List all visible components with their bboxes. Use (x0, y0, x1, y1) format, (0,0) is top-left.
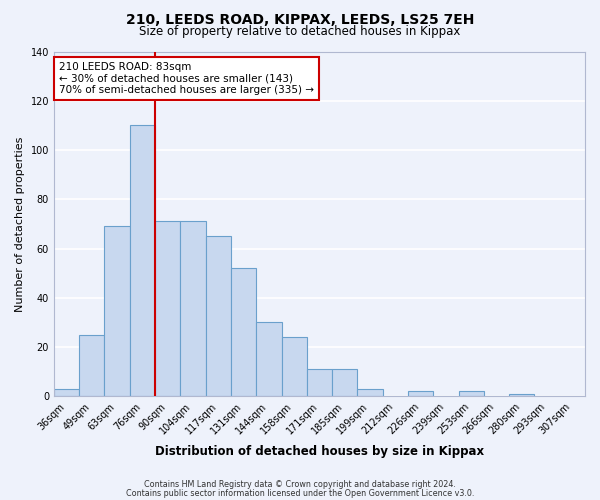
Bar (408, 392, 433, 396)
Bar (79, 335, 104, 396)
Bar (104, 226, 130, 396)
Bar (358, 389, 383, 396)
Text: Size of property relative to detached houses in Kippax: Size of property relative to detached ho… (139, 25, 461, 38)
X-axis label: Distribution of detached houses by size in Kippax: Distribution of detached houses by size … (155, 444, 484, 458)
Bar (307, 370, 332, 396)
Bar (256, 322, 281, 396)
Bar (130, 126, 155, 396)
Text: 210, LEEDS ROAD, KIPPAX, LEEDS, LS25 7EH: 210, LEEDS ROAD, KIPPAX, LEEDS, LS25 7EH (126, 12, 474, 26)
Bar (509, 394, 535, 396)
Text: Contains public sector information licensed under the Open Government Licence v3: Contains public sector information licen… (126, 488, 474, 498)
Bar (231, 268, 256, 396)
Bar (332, 370, 358, 396)
Bar (181, 222, 206, 396)
Bar (458, 392, 484, 396)
Bar (155, 222, 181, 396)
Text: 210 LEEDS ROAD: 83sqm
← 30% of detached houses are smaller (143)
70% of semi-det: 210 LEEDS ROAD: 83sqm ← 30% of detached … (59, 62, 314, 95)
Bar (206, 236, 231, 396)
Bar (54, 389, 79, 396)
Text: Contains HM Land Registry data © Crown copyright and database right 2024.: Contains HM Land Registry data © Crown c… (144, 480, 456, 489)
Bar (281, 338, 307, 396)
Y-axis label: Number of detached properties: Number of detached properties (15, 136, 25, 312)
